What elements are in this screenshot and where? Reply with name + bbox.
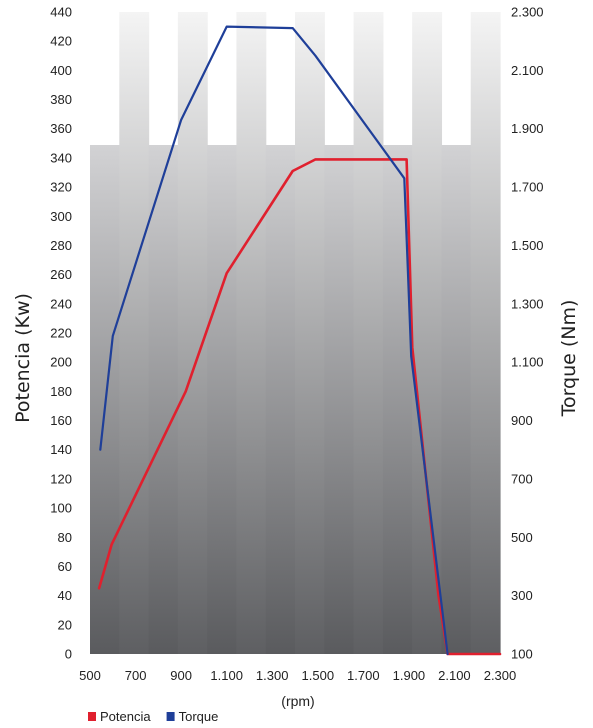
background-stripe-light xyxy=(119,12,150,654)
background-stripe-light xyxy=(353,12,384,654)
legend-label-potencia: Potencia xyxy=(100,709,151,724)
y-left-tick-label: 220 xyxy=(50,326,72,341)
y-right-tick-label: 1.700 xyxy=(511,180,544,195)
y-left-tick-label: 40 xyxy=(58,588,72,603)
legend-swatch-torque xyxy=(166,712,175,721)
background-stripe-light xyxy=(295,12,325,654)
y-right-tick-label: 1.500 xyxy=(511,238,544,253)
y-right-tick-label: 1.900 xyxy=(511,121,544,136)
y-right-tick-label: 2.300 xyxy=(511,5,544,20)
y-left-tick-label: 180 xyxy=(50,384,72,399)
y-left-tick-label: 200 xyxy=(50,355,72,370)
y-left-tick-label: 340 xyxy=(50,150,72,165)
y-right-tick-label: 1.300 xyxy=(511,296,544,311)
y-right-tick-label: 300 xyxy=(511,588,533,603)
x-tick-label: 500 xyxy=(79,668,101,683)
series-line-torque xyxy=(99,25,449,656)
background-stripe-dark xyxy=(324,145,355,654)
background-stripe-dark xyxy=(441,145,472,654)
y-left-tick-label: 140 xyxy=(50,442,72,457)
y-axis-right-ticks: 100 300 500 700 900 1.100 1.300 1.500 1.700 1.900… xyxy=(511,5,544,662)
y-left-tick-label: 240 xyxy=(50,296,72,311)
background-stripe-dark xyxy=(207,145,238,654)
y-left-tick-label: 60 xyxy=(58,559,72,574)
y-right-tick-label: 900 xyxy=(511,413,533,428)
y-right-tick-label: 2.100 xyxy=(511,63,544,78)
plot-background xyxy=(90,12,501,654)
y-axis-left-title: Potencia (Kw) xyxy=(12,293,34,423)
x-tick-label: 700 xyxy=(125,668,147,683)
background-stripe-light xyxy=(236,12,267,654)
background-stripe-light xyxy=(412,12,443,654)
y-left-tick-label: 160 xyxy=(50,413,72,428)
x-axis-ticks: 500 700 900 1.100 1.300 1.500 1.700 1.900 2.100 2… xyxy=(79,668,516,683)
series-lines xyxy=(97,25,502,656)
legend: Potencia Torque xyxy=(88,709,218,724)
background-stripe-light xyxy=(177,12,208,654)
background-stripe-dark xyxy=(265,145,296,654)
y-left-tick-label: 20 xyxy=(58,617,72,632)
y-axis-left-ticks: 0 20 40 60 80 100 120 140 160 180 200 220 240 260 280 3… xyxy=(50,5,72,662)
legend-label-torque: Torque xyxy=(179,709,219,724)
y-right-tick-label: 1.100 xyxy=(511,355,544,370)
y-left-tick-label: 0 xyxy=(65,647,72,662)
x-tick-label: 1.500 xyxy=(302,668,335,683)
series-line-potencia xyxy=(97,158,502,656)
y-left-tick-label: 320 xyxy=(50,180,72,195)
x-tick-label: 1.900 xyxy=(393,668,426,683)
x-tick-label: 2.100 xyxy=(438,668,471,683)
background-stripe-dark xyxy=(148,145,179,654)
y-left-tick-label: 280 xyxy=(50,238,72,253)
x-tick-label: 900 xyxy=(170,668,192,683)
y-left-tick-label: 120 xyxy=(50,471,72,486)
x-tick-label: 1.300 xyxy=(256,668,289,683)
x-tick-label: 1.700 xyxy=(347,668,380,683)
y-right-tick-label: 500 xyxy=(511,530,533,545)
legend-swatch-potencia xyxy=(88,712,96,721)
y-left-tick-label: 380 xyxy=(50,92,72,107)
y-left-tick-label: 400 xyxy=(50,63,72,78)
y-left-tick-label: 420 xyxy=(50,34,72,49)
y-left-tick-label: 260 xyxy=(50,267,72,282)
y-left-tick-label: 80 xyxy=(58,530,72,545)
y-left-tick-label: 440 xyxy=(50,5,72,20)
y-right-tick-label: 700 xyxy=(511,471,533,486)
y-right-tick-label: 100 xyxy=(511,647,533,662)
y-left-tick-label: 100 xyxy=(50,501,72,516)
y-left-tick-label: 300 xyxy=(50,209,72,224)
x-tick-label: 1.100 xyxy=(210,668,243,683)
x-axis-title: (rpm) xyxy=(281,693,314,709)
y-axis-right-title: Torque (Nm) xyxy=(558,300,580,418)
x-tick-label: 2.300 xyxy=(484,668,517,683)
y-left-tick-label: 360 xyxy=(50,121,72,136)
background-stripe-light xyxy=(470,12,501,654)
